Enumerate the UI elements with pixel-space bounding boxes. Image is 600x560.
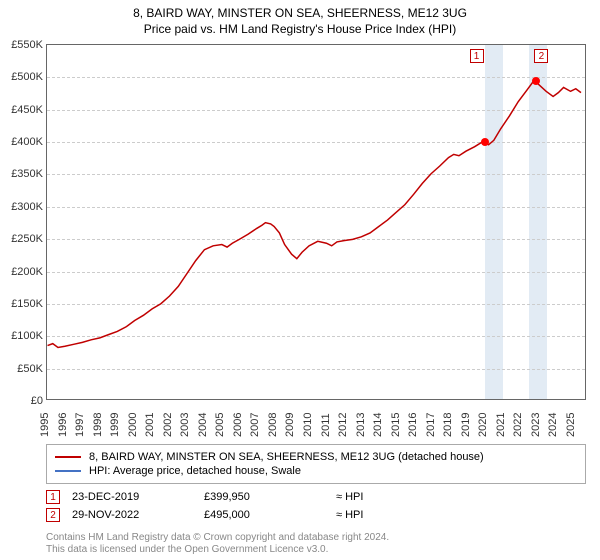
sale-price: £399,950 bbox=[204, 491, 324, 503]
y-axis-label: £200K bbox=[1, 266, 43, 278]
x-axis-label: 2014 bbox=[372, 403, 384, 437]
marker-dot-1 bbox=[481, 138, 489, 146]
x-axis-label: 2016 bbox=[407, 403, 419, 437]
legend-label: HPI: Average price, detached house, Swal… bbox=[89, 465, 301, 477]
y-axis-label: £250K bbox=[1, 233, 43, 245]
sale-note: ≈ HPI bbox=[336, 491, 396, 503]
x-axis-label: 2004 bbox=[197, 403, 209, 437]
x-axis-label: 2011 bbox=[320, 403, 332, 437]
x-axis-label: 2009 bbox=[284, 403, 296, 437]
y-axis-label: £550K bbox=[1, 39, 43, 51]
y-axis-label: £150K bbox=[1, 298, 43, 310]
chart-subtitle: Price paid vs. HM Land Registry's House … bbox=[0, 20, 600, 40]
footer-line-2: This data is licensed under the Open Gov… bbox=[46, 544, 586, 556]
sale-marker: 2 bbox=[46, 508, 60, 522]
y-axis-label: £300K bbox=[1, 201, 43, 213]
sale-date: 23-DEC-2019 bbox=[72, 491, 192, 503]
legend-swatch bbox=[55, 470, 81, 472]
sale-note: ≈ HPI bbox=[336, 509, 396, 521]
x-axis-label: 2025 bbox=[565, 403, 577, 437]
sale-row: 2 29-NOV-2022 £495,000 ≈ HPI bbox=[46, 508, 586, 522]
x-axis-label: 2003 bbox=[179, 403, 191, 437]
legend-label: 8, BAIRD WAY, MINSTER ON SEA, SHEERNESS,… bbox=[89, 451, 484, 463]
x-axis-label: 2001 bbox=[144, 403, 156, 437]
y-axis-label: £450K bbox=[1, 104, 43, 116]
sales-table: 1 23-DEC-2019 £399,950 ≈ HPI 2 29-NOV-2022 £49… bbox=[46, 486, 586, 526]
footer-line-1: Contains HM Land Registry data © Crown c… bbox=[46, 532, 586, 544]
sale-row: 1 23-DEC-2019 £399,950 ≈ HPI bbox=[46, 490, 586, 504]
x-axis-label: 1996 bbox=[57, 403, 69, 437]
x-axis-label: 1998 bbox=[92, 403, 104, 437]
x-axis-label: 2018 bbox=[442, 403, 454, 437]
x-axis-label: 2007 bbox=[249, 403, 261, 437]
x-axis-label: 2000 bbox=[127, 403, 139, 437]
sale-date: 29-NOV-2022 bbox=[72, 509, 192, 521]
y-axis-label: £350K bbox=[1, 168, 43, 180]
x-axis-label: 2015 bbox=[390, 403, 402, 437]
x-axis-label: 1997 bbox=[74, 403, 86, 437]
x-axis-label: 1995 bbox=[39, 403, 51, 437]
marker-dot-2 bbox=[532, 77, 540, 85]
x-axis-label: 2005 bbox=[214, 403, 226, 437]
y-axis-label: £100K bbox=[1, 330, 43, 342]
line-chart-svg bbox=[47, 45, 585, 399]
x-axis-label: 1999 bbox=[109, 403, 121, 437]
legend: 8, BAIRD WAY, MINSTER ON SEA, SHEERNESS,… bbox=[46, 444, 586, 484]
y-axis-label: £50K bbox=[1, 363, 43, 375]
x-axis-label: 2021 bbox=[495, 403, 507, 437]
x-axis-label: 2019 bbox=[460, 403, 472, 437]
sale-price: £495,000 bbox=[204, 509, 324, 521]
x-axis-label: 2020 bbox=[477, 403, 489, 437]
chart-title: 8, BAIRD WAY, MINSTER ON SEA, SHEERNESS,… bbox=[0, 0, 600, 20]
footer-attribution: Contains HM Land Registry data © Crown c… bbox=[46, 532, 586, 556]
legend-swatch bbox=[55, 456, 81, 458]
y-axis-label: £0 bbox=[1, 395, 43, 407]
price-line-property bbox=[48, 80, 581, 347]
x-axis-label: 2010 bbox=[302, 403, 314, 437]
x-axis-label: 2017 bbox=[425, 403, 437, 437]
x-axis-label: 2023 bbox=[530, 403, 542, 437]
x-axis-label: 2006 bbox=[232, 403, 244, 437]
marker-label-1: 1 bbox=[470, 49, 484, 63]
y-axis-label: £500K bbox=[1, 71, 43, 83]
x-axis-label: 2012 bbox=[337, 403, 349, 437]
sale-marker: 1 bbox=[46, 490, 60, 504]
x-axis-label: 2008 bbox=[267, 403, 279, 437]
plot-area: £0£50K£100K£150K£200K£250K£300K£350K£400… bbox=[46, 44, 586, 400]
legend-item: 8, BAIRD WAY, MINSTER ON SEA, SHEERNESS,… bbox=[55, 451, 577, 463]
x-axis-label: 2002 bbox=[162, 403, 174, 437]
y-axis-label: £400K bbox=[1, 136, 43, 148]
x-axis-label: 2013 bbox=[355, 403, 367, 437]
chart-container: 8, BAIRD WAY, MINSTER ON SEA, SHEERNESS,… bbox=[0, 0, 600, 560]
marker-label-2: 2 bbox=[534, 49, 548, 63]
x-axis-label: 2022 bbox=[512, 403, 524, 437]
legend-item: HPI: Average price, detached house, Swal… bbox=[55, 465, 577, 477]
x-axis-label: 2024 bbox=[547, 403, 559, 437]
